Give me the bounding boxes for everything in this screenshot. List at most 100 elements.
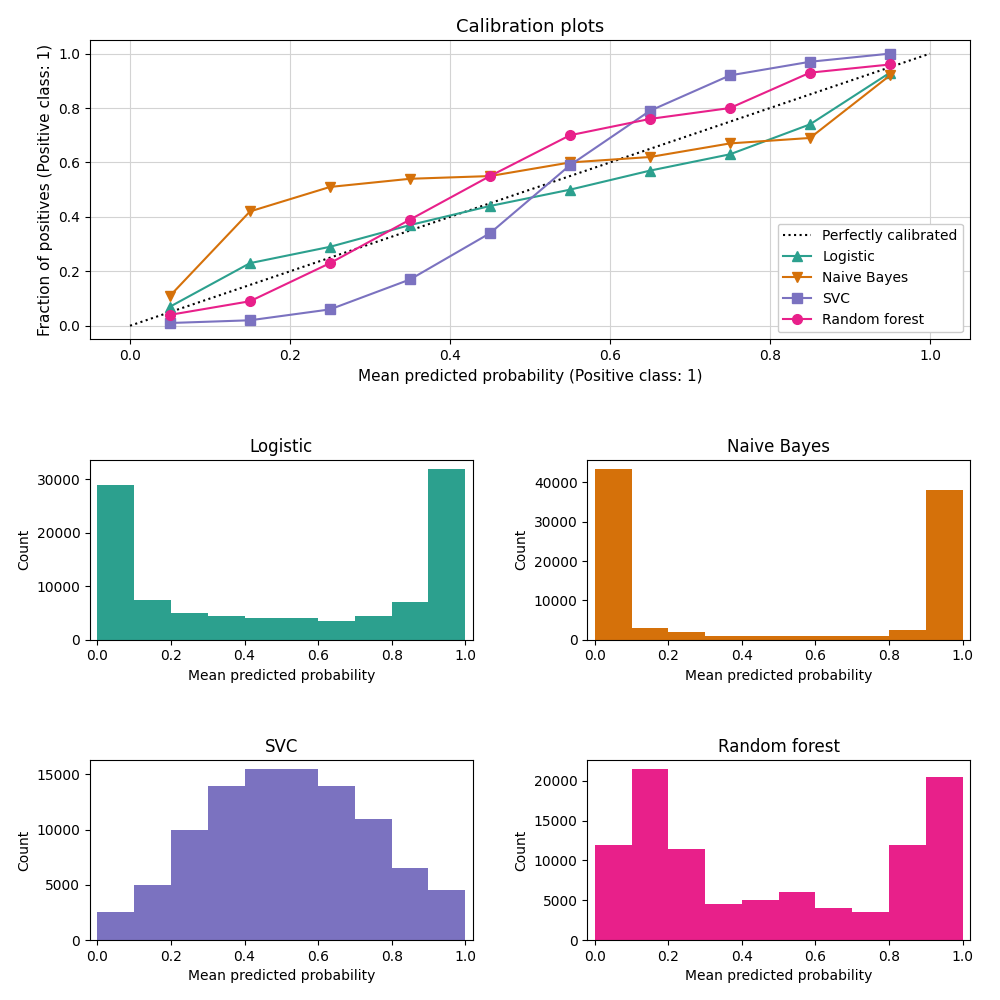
- Y-axis label: Count: Count: [17, 529, 31, 570]
- Bar: [926, 777, 963, 940]
- Title: Naive Bayes: Naive Bayes: [727, 438, 830, 456]
- Bar: [815, 636, 852, 640]
- Bar: [889, 630, 926, 640]
- Line: Naive Bayes: Naive Bayes: [165, 71, 895, 301]
- Logistic: [484, 200, 496, 212]
- SVC: [724, 69, 736, 81]
- Bar: [318, 786, 355, 940]
- Random forest: [324, 257, 336, 269]
- Bar: [245, 618, 281, 640]
- Bar: [208, 786, 245, 940]
- Bar: [742, 900, 779, 940]
- SVC: [484, 227, 496, 239]
- Random forest: [564, 129, 576, 141]
- Logistic: [324, 241, 336, 253]
- Bar: [97, 912, 134, 940]
- Bar: [392, 602, 428, 640]
- Random forest: [884, 58, 896, 70]
- X-axis label: Mean predicted probability: Mean predicted probability: [685, 669, 872, 683]
- Bar: [428, 890, 465, 940]
- Logistic: [644, 165, 656, 177]
- Line: Logistic: Logistic: [165, 68, 895, 312]
- Bar: [705, 636, 742, 640]
- Bar: [668, 632, 705, 640]
- Random forest: [484, 170, 496, 182]
- Bar: [134, 600, 171, 640]
- Logistic: [164, 301, 176, 313]
- Random forest: [404, 214, 416, 226]
- Bar: [779, 636, 815, 640]
- X-axis label: Mean predicted probability: Mean predicted probability: [188, 969, 375, 983]
- Y-axis label: Fraction of positives (Positive class: 1): Fraction of positives (Positive class: 1…: [38, 44, 53, 336]
- Logistic: [884, 67, 896, 79]
- Bar: [392, 868, 428, 940]
- Bar: [171, 830, 208, 940]
- SVC: [164, 317, 176, 329]
- Bar: [632, 769, 668, 940]
- Bar: [208, 616, 245, 640]
- Bar: [852, 636, 889, 640]
- Logistic: [724, 148, 736, 160]
- X-axis label: Mean predicted probability: Mean predicted probability: [188, 669, 375, 683]
- SVC: [404, 273, 416, 285]
- Logistic: [804, 118, 816, 130]
- Naive Bayes: [564, 156, 576, 168]
- Bar: [245, 769, 281, 940]
- Bar: [852, 912, 889, 940]
- Line: SVC: SVC: [165, 49, 895, 328]
- Bar: [926, 490, 963, 640]
- Bar: [705, 904, 742, 940]
- Naive Bayes: [484, 170, 496, 182]
- Bar: [355, 819, 392, 940]
- Logistic: [564, 184, 576, 196]
- Logistic: [404, 219, 416, 231]
- Y-axis label: Count: Count: [17, 830, 31, 871]
- SVC: [804, 56, 816, 68]
- Random forest: [724, 102, 736, 114]
- Title: SVC: SVC: [265, 738, 298, 756]
- Title: Calibration plots: Calibration plots: [456, 18, 604, 36]
- Random forest: [644, 113, 656, 125]
- Random forest: [164, 309, 176, 321]
- Naive Bayes: [804, 132, 816, 144]
- X-axis label: Mean predicted probability (Positive class: 1): Mean predicted probability (Positive cla…: [358, 369, 702, 384]
- Logistic: [244, 257, 256, 269]
- Bar: [428, 469, 465, 640]
- Bar: [779, 892, 815, 940]
- Bar: [889, 845, 926, 940]
- Naive Bayes: [164, 290, 176, 302]
- Bar: [668, 849, 705, 940]
- Bar: [281, 618, 318, 640]
- Bar: [595, 845, 632, 940]
- Naive Bayes: [244, 205, 256, 217]
- Y-axis label: Count: Count: [514, 529, 528, 570]
- Random forest: [244, 295, 256, 307]
- Naive Bayes: [644, 151, 656, 163]
- SVC: [244, 314, 256, 326]
- Y-axis label: Count: Count: [514, 830, 528, 871]
- Naive Bayes: [724, 137, 736, 149]
- Random forest: [804, 67, 816, 79]
- Legend: Perfectly calibrated, Logistic, Naive Bayes, SVC, Random forest: Perfectly calibrated, Logistic, Naive Ba…: [778, 224, 963, 332]
- SVC: [324, 303, 336, 315]
- Bar: [97, 485, 134, 640]
- Bar: [595, 469, 632, 640]
- Bar: [134, 885, 171, 940]
- Line: Random forest: Random forest: [165, 60, 895, 320]
- Bar: [171, 613, 208, 640]
- X-axis label: Mean predicted probability: Mean predicted probability: [685, 969, 872, 983]
- Naive Bayes: [884, 69, 896, 81]
- Title: Random forest: Random forest: [718, 738, 840, 756]
- SVC: [644, 105, 656, 117]
- Naive Bayes: [324, 181, 336, 193]
- SVC: [564, 159, 576, 171]
- Naive Bayes: [404, 173, 416, 185]
- SVC: [884, 48, 896, 60]
- Bar: [318, 621, 355, 640]
- Bar: [355, 616, 392, 640]
- Bar: [742, 636, 779, 640]
- Title: Logistic: Logistic: [250, 438, 313, 456]
- Bar: [815, 908, 852, 940]
- Bar: [281, 769, 318, 940]
- Bar: [632, 628, 668, 640]
